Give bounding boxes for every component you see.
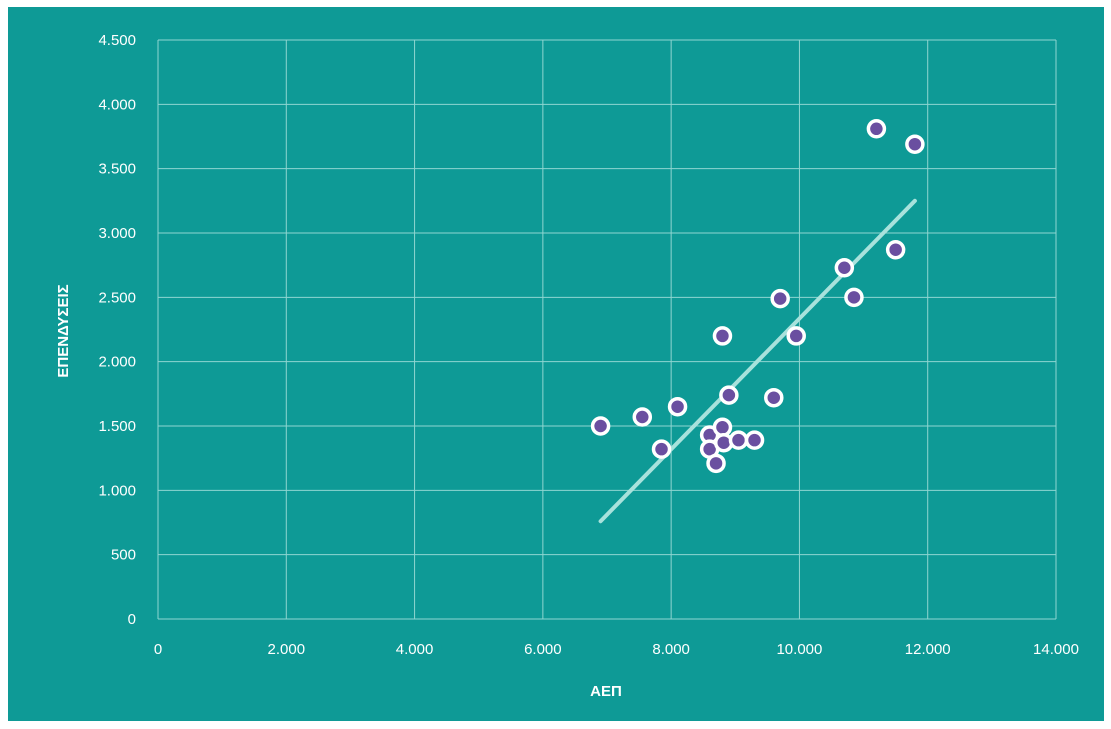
data-point	[786, 326, 806, 346]
horizontal-gridlines	[158, 39, 1056, 620]
y-axis-title: ΕΠΕΝΔΥΣΕΙΣ	[55, 284, 72, 377]
y-tick-label: 0	[128, 611, 136, 628]
data-point	[885, 239, 906, 260]
x-tick-label: 4.000	[396, 641, 434, 658]
data-point	[764, 387, 784, 408]
data-point	[651, 439, 672, 459]
data-point	[667, 396, 688, 417]
data-points	[590, 119, 925, 474]
data-point	[744, 430, 765, 450]
y-tick-label: 4.500	[98, 32, 136, 49]
data-point	[590, 416, 611, 436]
data-point	[712, 417, 733, 438]
x-tick-label: 10.000	[776, 641, 822, 658]
y-tick-label: 2.500	[98, 289, 136, 306]
data-point	[719, 385, 739, 405]
y-tick-label: 2.000	[98, 354, 136, 371]
trendline-group	[598, 198, 917, 524]
data-point	[905, 134, 925, 154]
trendline	[598, 198, 917, 524]
x-tick-label: 8.000	[652, 641, 690, 658]
y-tick-label: 4.000	[98, 96, 136, 113]
data-point	[770, 288, 790, 309]
data-point	[706, 453, 726, 474]
y-tick-label: 1.500	[98, 418, 136, 435]
x-tick-label: 14.000	[1033, 641, 1079, 658]
data-point	[834, 257, 855, 278]
y-tick-label: 3.000	[98, 225, 136, 242]
data-point	[866, 119, 887, 139]
data-point	[844, 287, 864, 308]
x-tick-label: 2.000	[268, 641, 306, 658]
y-tick-label: 3.500	[98, 161, 136, 178]
data-point	[632, 407, 653, 427]
x-tick-label: 0	[154, 641, 162, 658]
chart-area	[8, 7, 1104, 721]
x-axis-title: ΑΕΠ	[590, 683, 622, 700]
y-tick-label: 500	[111, 547, 136, 564]
y-axis-tick-labels: 0 500 1.000 1.500 2.000 2.500 3.000 3.500 4.000 4…	[98, 32, 136, 628]
data-point	[712, 326, 733, 346]
x-tick-label: 12.000	[905, 641, 951, 658]
y-tick-label: 1.000	[98, 482, 136, 499]
x-tick-label: 6.000	[524, 641, 562, 658]
data-point	[728, 430, 749, 450]
x-axis-tick-labels: 0 2.000 4.000 6.000 8.000 10.000 12.000 14.000	[154, 641, 1079, 658]
vertical-gridlines	[157, 40, 1057, 619]
